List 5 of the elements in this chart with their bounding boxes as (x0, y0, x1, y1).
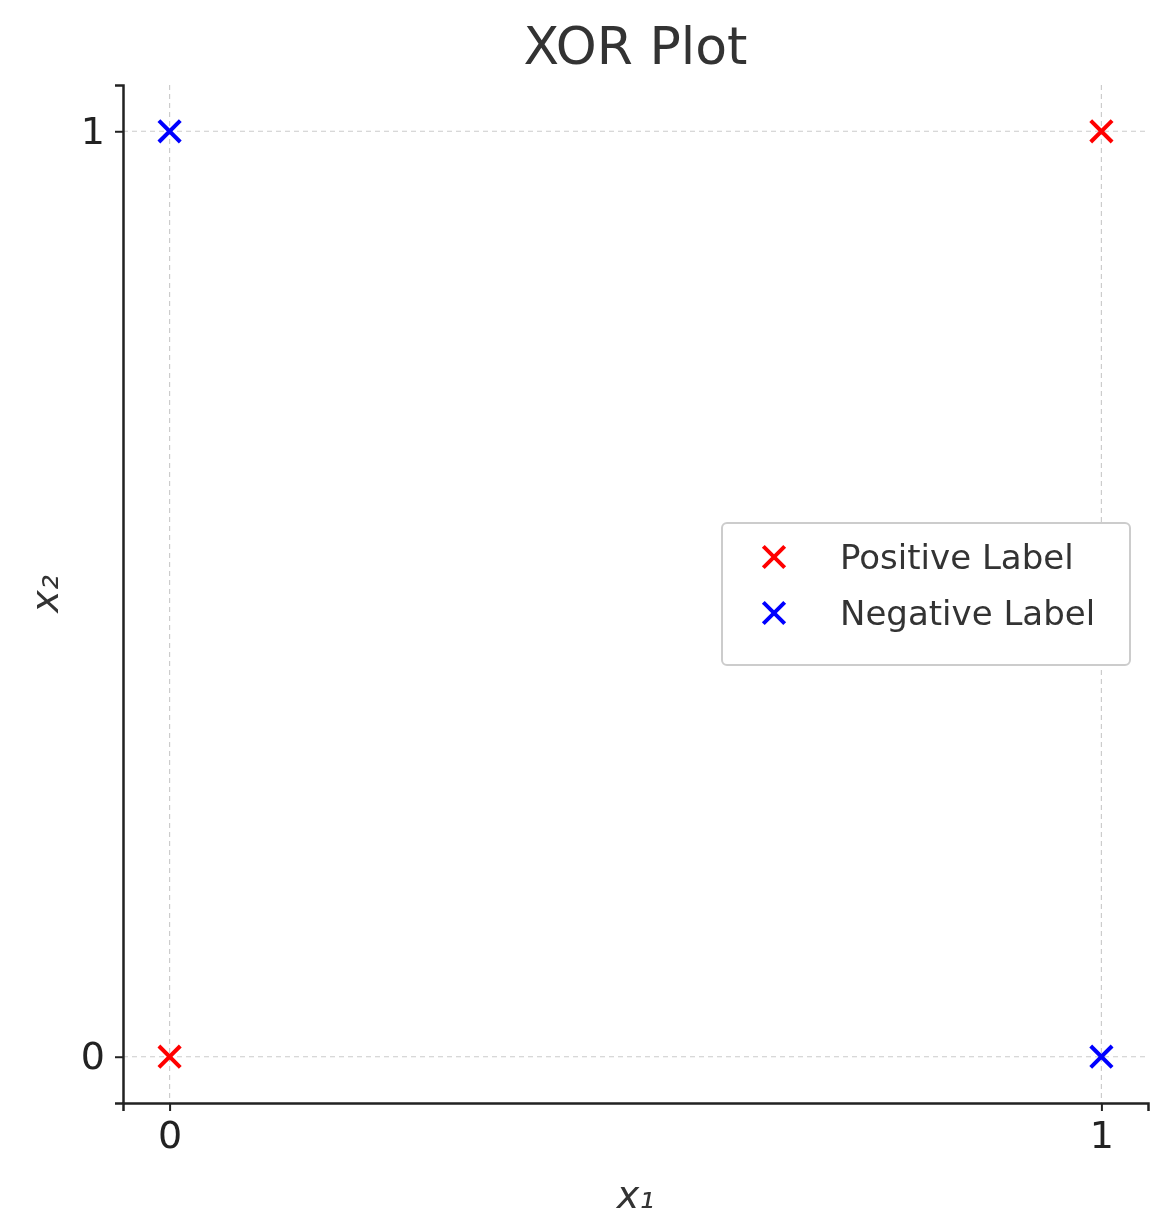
x-axis-title: x₁ (615, 1173, 655, 1217)
legend-label: Negative Label (840, 593, 1096, 633)
chart-title: XOR Plot (523, 16, 748, 76)
legend-label: Positive Label (840, 537, 1074, 577)
y-axis-title: x₂ (23, 575, 67, 614)
